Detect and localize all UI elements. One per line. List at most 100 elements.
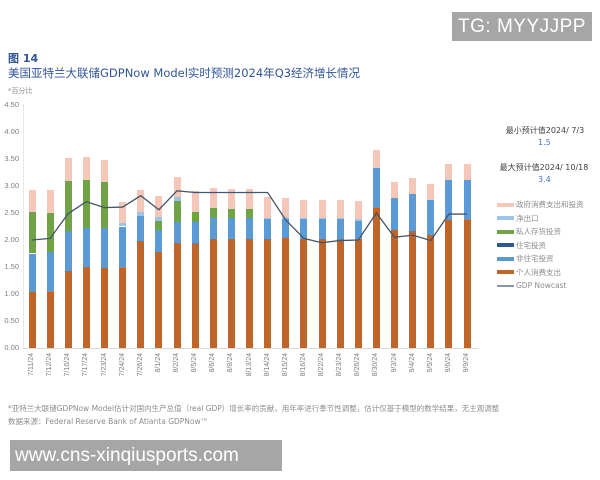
bar-segment-nonresidential — [372, 168, 380, 209]
bar-segment-pce — [155, 251, 163, 348]
bar-segment-net_exports — [318, 218, 326, 220]
chart-legend: 政府消费支出和投资 净出口 私人存货投资 住宅投资 非住宅投资 个人消费支出 G… — [497, 198, 584, 293]
min-estimate-value: 1.5 — [538, 138, 551, 147]
bar-segment-government — [209, 188, 217, 209]
bar-segment-pce — [246, 239, 253, 348]
bar-segment-net_exports — [173, 196, 181, 201]
legend-item-net-exports: 净出口 — [497, 212, 584, 226]
bar-segment-nonresidential — [445, 179, 453, 221]
bar-segment-government — [82, 156, 90, 180]
bar-segment-inventory — [227, 209, 235, 219]
legend-swatch — [497, 202, 514, 207]
bar-segment-government — [282, 198, 290, 218]
max-estimate-label: 最大预计值2024/ 10/18 — [499, 163, 589, 172]
bar-segment-government — [300, 199, 308, 219]
bar-segment-pce — [173, 242, 181, 348]
y-tick-label: 4.00 — [4, 127, 19, 136]
bar-segment-pce — [372, 208, 380, 348]
bar-segment-inventory — [28, 211, 36, 254]
bar-segment-government — [445, 163, 453, 180]
bar-segment-nonresidential — [300, 219, 308, 239]
bar-segment-inventory — [46, 213, 54, 253]
footnote: *亚特兰大联储GDPNow Model估计对国内生产总值（real GDP）增长… — [8, 404, 500, 413]
bar-segment-nonresidential — [246, 218, 253, 240]
y-tick-label: 1.50 — [4, 262, 19, 271]
bar-segment-pce — [463, 220, 471, 348]
bar-segment-government — [372, 149, 380, 169]
y-tick-label: 2.00 — [4, 235, 19, 244]
bar-segment-pce — [137, 240, 145, 348]
bar-segment-government — [101, 159, 108, 182]
bar-segment-pce — [227, 239, 235, 348]
legend-swatch — [497, 243, 514, 248]
bar-segment-inventory — [246, 209, 253, 219]
bar-segment-pce — [300, 238, 308, 348]
y-tick-label: 2.50 — [4, 208, 19, 217]
bar-segment-government — [155, 195, 163, 217]
bar-segment-government — [463, 163, 471, 180]
bar-segment-nonresidential — [463, 179, 471, 221]
bar-segment-pce — [427, 235, 435, 348]
bar-segment-nonresidential — [28, 253, 36, 292]
bar-segment-inventory — [173, 200, 181, 222]
bar-segment-nonresidential — [336, 219, 344, 239]
legend-item-nonresidential: 非住宅投资 — [497, 252, 584, 266]
bar-segment-nonresidential — [354, 220, 362, 239]
y-tick-label: 3.50 — [4, 154, 19, 163]
legend-item-inventory: 私人存货投资 — [497, 225, 584, 239]
bar-segment-pce — [191, 242, 199, 348]
bar-segment-nonresidential — [46, 252, 54, 292]
bar-segment-pce — [318, 238, 326, 348]
bar-segment-nonresidential — [264, 219, 272, 240]
bar-segment-government — [409, 178, 417, 195]
bar-segment-net_exports — [264, 218, 272, 220]
bar-segment-government — [137, 189, 145, 212]
bar-segment-government — [191, 191, 199, 212]
bar-segment-nonresidential — [391, 198, 398, 230]
max-estimate-value: 3.4 — [538, 175, 551, 184]
bar-segment-nonresidential — [173, 221, 181, 243]
bar-segment-net_exports — [300, 218, 308, 220]
bar-segment-government — [246, 189, 253, 210]
bar-segment-pce — [101, 267, 108, 348]
y-tick-label: 0.00 — [4, 343, 19, 352]
bar-segment-nonresidential — [427, 200, 435, 236]
legend-item-government: 政府消费支出和投资 — [497, 198, 584, 212]
bar-segment-inventory — [82, 179, 90, 228]
legend-item-pce: 个人消费支出 — [497, 266, 584, 280]
bar-segment-nonresidential — [101, 227, 108, 268]
bar-segment-government — [391, 182, 398, 199]
legend-swatch — [497, 270, 514, 275]
legend-swatch — [497, 216, 514, 221]
bar-segment-nonresidential — [318, 219, 326, 239]
figure-label: 图 14 — [8, 52, 39, 65]
chart-title: 美国亚特兰大联储GDPNow Model实时预测2024年Q3经济增长情况 — [8, 66, 361, 80]
y-tick-label: 3.00 — [4, 181, 19, 190]
bar-segment-nonresidential — [282, 219, 290, 239]
min-estimate-label: 最小预计值2024/ 7/3 — [505, 126, 585, 135]
bar-segment-pce — [82, 267, 90, 348]
bar-segment-pce — [282, 238, 290, 348]
bar-segment-nonresidential — [155, 229, 163, 252]
bar-segment-inventory — [155, 221, 163, 230]
bar-segment-government — [173, 176, 181, 197]
bar-segment-net_exports — [282, 217, 290, 220]
bar-segment-pce — [409, 231, 417, 348]
bar-segment-pce — [445, 220, 453, 348]
bar-segment-pce — [354, 238, 362, 348]
bar-segment-government — [28, 189, 36, 212]
data-source: 数据来源：Federal Reserve Bank of Atlanta GDP… — [8, 417, 209, 426]
bar-segment-nonresidential — [119, 226, 127, 268]
bar-segment-pce — [336, 238, 344, 348]
bar-segment-nonresidential — [82, 227, 90, 267]
bar-segment-nonresidential — [64, 231, 72, 271]
bar-segment-government — [264, 196, 272, 219]
bar-segment-inventory — [101, 181, 108, 228]
bar-segment-pce — [209, 239, 217, 348]
bar-segment-nonresidential — [227, 218, 235, 240]
bar-segment-government — [354, 201, 362, 220]
y-tick-label: 4.50 — [4, 100, 19, 109]
bar-segment-pce — [119, 267, 127, 348]
bar-segment-government — [336, 200, 344, 219]
bar-segment-government — [64, 158, 72, 181]
